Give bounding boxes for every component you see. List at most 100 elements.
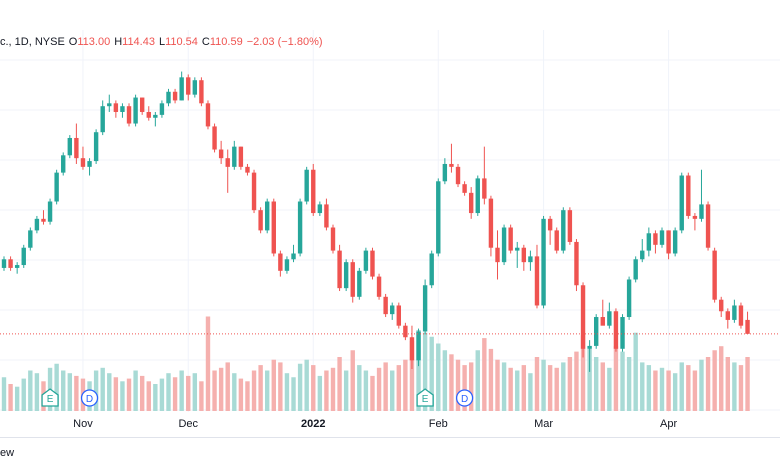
candle-body: [403, 325, 408, 338]
volume-bar: [232, 373, 237, 411]
low-label: L: [158, 36, 166, 48]
candle-body: [100, 106, 105, 133]
candle-body: [225, 158, 230, 167]
candle-body: [699, 204, 704, 219]
x-tick-label: Mar: [534, 418, 554, 430]
volume-bar: [54, 363, 59, 411]
event-label: D: [461, 394, 468, 405]
volume-bar: [640, 362, 645, 411]
candle-body: [462, 184, 467, 193]
candle-body: [613, 311, 619, 349]
candle-body: [725, 311, 730, 320]
volume-bar: [21, 378, 26, 411]
candle-body: [238, 146, 244, 167]
high-value: 114.43: [122, 36, 155, 48]
candle-body: [139, 97, 145, 112]
candle-body: [1, 259, 7, 268]
x-tick-label: 2022: [301, 418, 326, 430]
volume-bars: [1, 316, 750, 411]
volume-bar: [580, 335, 586, 411]
candle-body: [47, 201, 53, 222]
candle-body: [422, 285, 428, 332]
candle-body: [159, 103, 165, 115]
candle-body: [607, 311, 612, 326]
volume-bar: [192, 373, 198, 411]
footer-link[interactable]: ew: [0, 447, 15, 459]
candle-body: [541, 218, 546, 306]
volume-bar: [218, 367, 224, 411]
volume-bar: [350, 350, 355, 411]
earnings-marker: [416, 388, 434, 407]
candle-body: [205, 103, 211, 127]
candle-body: [212, 126, 217, 150]
volume-bar: [672, 373, 678, 411]
volume-bar: [205, 316, 211, 411]
volume-bar: [692, 370, 698, 411]
volume-bar: [324, 370, 329, 411]
volume-bar: [376, 367, 382, 411]
candle-body: [265, 201, 270, 231]
candle-body: [153, 114, 158, 118]
candle-body: [501, 227, 507, 263]
candle-body: [719, 299, 724, 312]
candle-body: [383, 296, 388, 315]
volume-bar: [462, 365, 467, 411]
candle-body: [337, 250, 342, 289]
change-value: −2.03 (−1.80%): [246, 36, 323, 48]
candle-body: [179, 77, 184, 101]
volume-bar: [126, 378, 132, 411]
candle-body: [547, 218, 553, 231]
grid-lines: [0, 30, 780, 412]
candle-body: [521, 247, 527, 263]
volume-bar: [153, 384, 158, 411]
volume-bar: [403, 359, 408, 411]
volume-bar: [139, 375, 145, 411]
candle-body: [468, 192, 474, 214]
volume-bar: [291, 377, 296, 411]
volume-bar: [455, 359, 461, 411]
candle-body: [297, 201, 303, 254]
volume-bar: [495, 359, 500, 411]
candle-body: [8, 259, 13, 268]
volume-bar: [626, 357, 632, 411]
volume-bar: [534, 357, 540, 411]
volume-bar: [554, 367, 559, 411]
candle-body: [28, 230, 33, 248]
volume-bar: [738, 365, 744, 411]
candle-body: [442, 163, 448, 182]
candle-body: [232, 146, 237, 167]
candle-body: [363, 250, 369, 271]
candle-body: [330, 227, 336, 251]
volume-bar: [330, 367, 336, 411]
candle-body: [436, 181, 441, 254]
candle-body: [317, 204, 323, 214]
volume-bar: [745, 357, 750, 411]
volume-bar: [567, 357, 573, 411]
volume-bar: [100, 367, 105, 411]
event-label: E: [47, 394, 54, 405]
candle-body: [350, 262, 355, 297]
earnings-marker: [41, 388, 59, 407]
candle-body: [34, 218, 40, 231]
volume-bar: [587, 348, 592, 411]
candle-body: [587, 345, 592, 349]
candle-body: [482, 178, 487, 199]
candle-body: [120, 106, 125, 112]
candle-body: [475, 178, 480, 214]
volume-bar: [600, 362, 605, 411]
candle-body: [258, 210, 263, 231]
volume-bar: [179, 370, 184, 411]
candle-body: [370, 250, 375, 277]
candle-body: [594, 317, 599, 346]
volume-bar: [547, 365, 553, 411]
candle-body: [80, 158, 86, 167]
candle-body: [251, 172, 257, 211]
candlesticks: [1, 71, 750, 372]
candle-body: [324, 204, 329, 228]
candle-body: [126, 106, 132, 124]
volume-bar: [113, 377, 119, 411]
candle-body: [67, 137, 72, 156]
volume-bar: [14, 386, 20, 411]
